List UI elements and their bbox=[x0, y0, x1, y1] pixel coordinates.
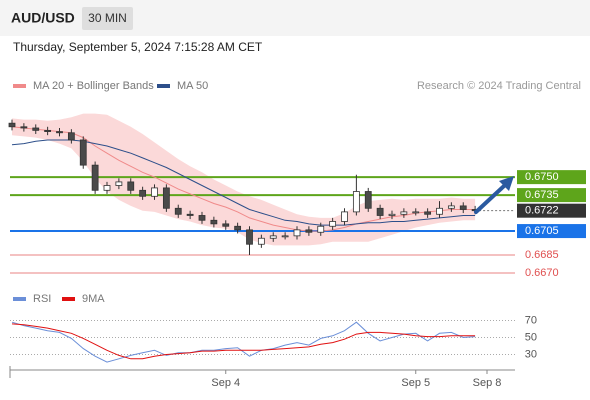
forecast-arrow bbox=[474, 184, 506, 214]
candle-body bbox=[174, 207, 182, 215]
ma-line bbox=[11, 126, 476, 232]
candle-body bbox=[198, 215, 206, 221]
copyright: Research © 2024 Trading Central bbox=[417, 80, 581, 92]
level-label: 0.6750 bbox=[525, 171, 559, 183]
candle-body bbox=[376, 207, 384, 216]
level-label: 0.6722 bbox=[525, 205, 559, 217]
legend-label: 9MA bbox=[82, 293, 105, 305]
legend-label: MA 50 bbox=[177, 80, 208, 92]
candle-body bbox=[79, 139, 87, 166]
candle-body bbox=[186, 213, 194, 216]
candle-body bbox=[364, 191, 372, 209]
candle-body bbox=[281, 235, 289, 238]
candle-body bbox=[151, 187, 158, 197]
level-label-box bbox=[517, 224, 586, 239]
legend-label: RSI bbox=[33, 293, 51, 305]
candle-body bbox=[293, 229, 301, 237]
indicator-line bbox=[11, 321, 476, 363]
candle-body bbox=[341, 211, 348, 222]
level-label-box bbox=[517, 203, 586, 218]
level-label-box bbox=[517, 188, 586, 203]
candle-body bbox=[424, 211, 432, 215]
candle-body bbox=[269, 235, 277, 239]
candle-body bbox=[67, 132, 75, 141]
y-tick-label: 50 bbox=[525, 331, 537, 343]
candle-body bbox=[329, 221, 337, 227]
candle-body bbox=[139, 189, 147, 197]
candle-body bbox=[32, 127, 40, 131]
candle-body bbox=[317, 225, 325, 233]
candle-body bbox=[352, 191, 360, 213]
candle-body bbox=[234, 225, 242, 231]
candle-body bbox=[459, 205, 467, 210]
y-tick-label: 30 bbox=[525, 348, 537, 360]
timestamp: Thursday, September 5, 2024 7:15:28 AM C… bbox=[13, 40, 263, 54]
bollinger-band bbox=[12, 113, 476, 246]
candle-body bbox=[388, 213, 396, 216]
candle-body bbox=[44, 129, 52, 132]
y-tick-label: 70 bbox=[525, 314, 537, 326]
interval-badge bbox=[82, 7, 133, 30]
candle-body bbox=[8, 122, 16, 128]
level-label-box bbox=[517, 170, 586, 185]
candle-body bbox=[127, 181, 135, 191]
candle-body bbox=[56, 131, 63, 134]
level-label: 0.6705 bbox=[525, 225, 559, 237]
level-label: 0.6735 bbox=[525, 189, 559, 201]
candle-body bbox=[436, 207, 443, 215]
candle-body bbox=[412, 211, 420, 214]
candle-body bbox=[257, 237, 265, 245]
x-tick-label: Sep 4 bbox=[211, 377, 240, 389]
level-label: 0.6685 bbox=[525, 249, 559, 261]
x-tick-label: Sep 8 bbox=[473, 377, 502, 389]
level-label: 0.6670 bbox=[525, 267, 559, 279]
candle-body bbox=[162, 187, 170, 209]
ma-line bbox=[11, 139, 476, 226]
legend-label: MA 20 + Bollinger Bands bbox=[33, 80, 154, 92]
indicator-line bbox=[11, 323, 476, 360]
interval: 30 MIN bbox=[88, 11, 127, 25]
candle-body bbox=[400, 211, 408, 215]
candle-body bbox=[447, 205, 455, 209]
candle-body bbox=[222, 223, 230, 227]
candle-body bbox=[305, 229, 313, 233]
symbol: AUD/USD bbox=[11, 10, 75, 26]
candle-body bbox=[210, 219, 218, 225]
x-tick-label: Sep 5 bbox=[401, 377, 430, 389]
candle-body bbox=[91, 164, 99, 191]
candle-body bbox=[246, 229, 253, 245]
forecast-arrowhead bbox=[499, 176, 514, 191]
candle-body bbox=[20, 126, 28, 129]
candle-body bbox=[103, 185, 111, 191]
candle-body bbox=[115, 181, 123, 186]
